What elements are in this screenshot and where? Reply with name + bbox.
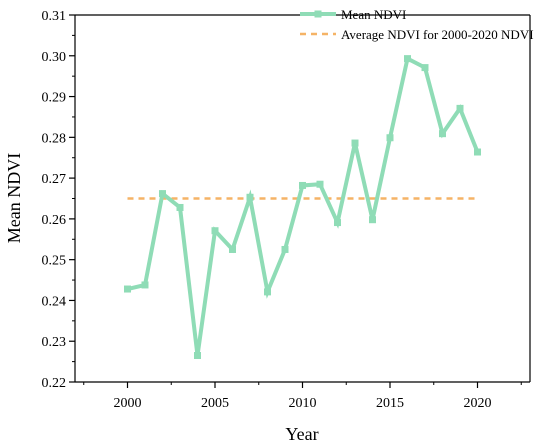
data-point-mean-ndvi <box>264 288 271 296</box>
y-axis-ticks: 0.22 0.23 0.24 0.25 0.26 0.27 0.28 0.29 0.30 0.31 <box>42 9 75 391</box>
data-point-mean-ndvi <box>211 227 219 235</box>
y-tick-label: 0.29 <box>42 91 67 106</box>
data-point-mean-ndvi <box>456 104 464 112</box>
legend-label-mean-ndvi: Mean NDVI <box>341 7 406 22</box>
data-point-mean-ndvi <box>141 281 149 289</box>
data-point-mean-ndvi <box>246 193 254 201</box>
data-point-mean-ndvi <box>404 55 411 63</box>
x-tick-label: 2000 <box>114 396 142 411</box>
x-axis-title: Year <box>285 424 318 444</box>
legend-label-average-ndvi: Average NDVI for 2000-2020 NDVI <box>341 27 534 42</box>
data-point-mean-ndvi <box>334 219 341 227</box>
series-layer <box>124 55 481 359</box>
y-tick-label: 0.28 <box>42 131 67 146</box>
y-axis-title: Mean NDVI <box>4 153 24 243</box>
data-point-mean-ndvi <box>194 351 201 359</box>
data-point-mean-ndvi <box>474 148 481 156</box>
data-point-mean-ndvi <box>124 285 131 293</box>
legend-marker-mean-ndvi <box>314 10 322 18</box>
y-tick-label: 0.31 <box>42 9 67 24</box>
x-tick-label: 2010 <box>289 396 317 411</box>
x-tick-label: 2015 <box>376 396 404 411</box>
data-point-mean-ndvi <box>369 216 376 224</box>
data-point-mean-ndvi <box>316 180 324 188</box>
data-point-mean-ndvi <box>439 130 446 138</box>
y-tick-label: 0.25 <box>42 254 67 269</box>
data-point-mean-ndvi <box>386 134 394 142</box>
data-point-mean-ndvi <box>281 245 289 253</box>
y-tick-label: 0.22 <box>42 376 67 391</box>
data-point-mean-ndvi <box>159 190 166 198</box>
x-tick-label: 2020 <box>464 396 492 411</box>
legend: Mean NDVI Average NDVI for 2000-2020 NDV… <box>300 7 534 42</box>
x-tick-label: 2005 <box>201 396 229 411</box>
data-point-mean-ndvi <box>229 245 236 253</box>
data-point-mean-ndvi <box>176 203 184 211</box>
y-tick-label: 0.24 <box>42 294 67 309</box>
x-axis-ticks: 2000 2005 2010 2015 2020 <box>83 382 522 411</box>
y-tick-label: 0.30 <box>42 50 67 65</box>
data-point-mean-ndvi <box>351 139 359 147</box>
y-tick-label: 0.26 <box>42 213 67 228</box>
data-point-mean-ndvi <box>299 181 306 189</box>
y-tick-label: 0.27 <box>42 172 67 187</box>
data-point-mean-ndvi <box>421 64 429 72</box>
y-tick-label: 0.23 <box>42 335 67 350</box>
